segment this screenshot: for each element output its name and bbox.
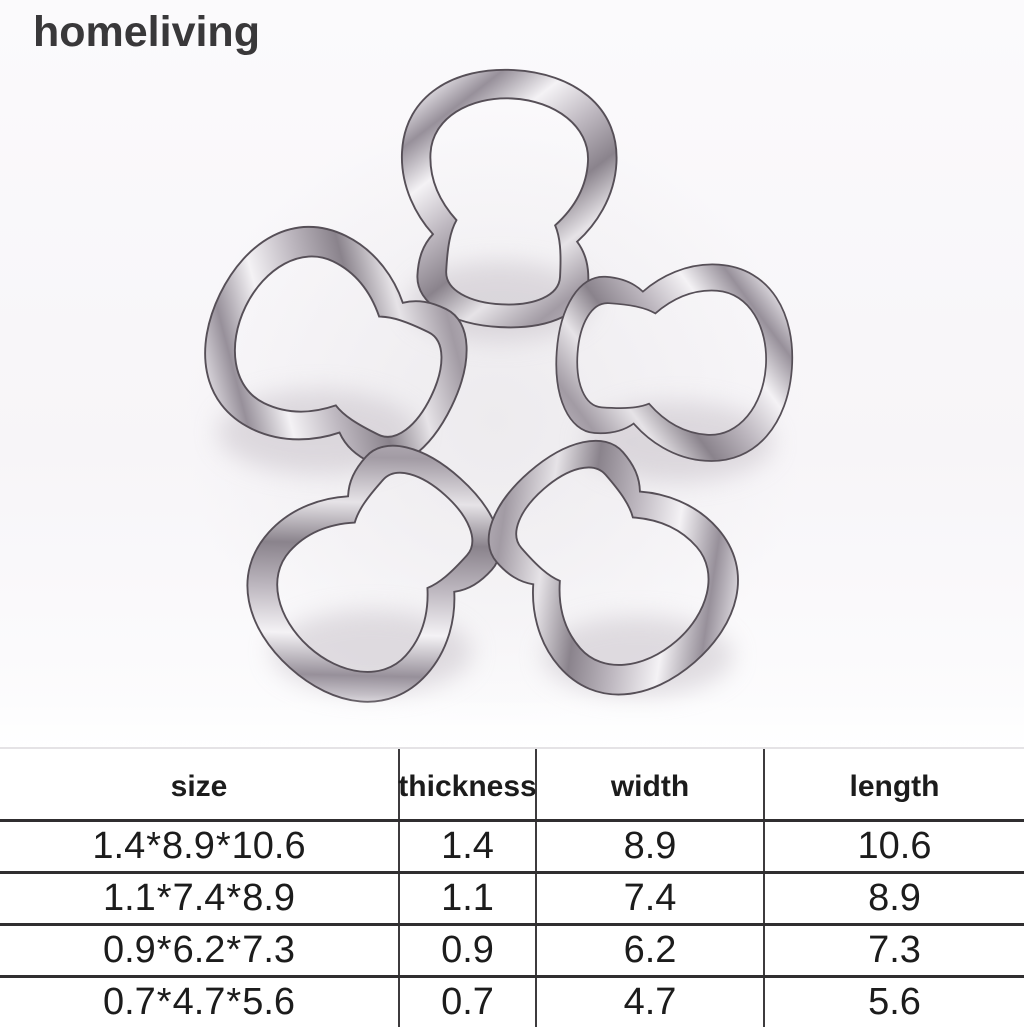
table-row: 1.4 * 8.9 * 10.6 1.4 8.9 10.6 <box>0 819 1024 871</box>
cell-size: 0.7 * 4.7 * 5.6 <box>0 978 400 1027</box>
steel-rings-illustration <box>172 63 800 740</box>
product-photo: homeliving <box>0 0 1024 755</box>
spec-table-header: size thickness width length <box>0 749 1024 819</box>
spec-table-body: 1.4 * 8.9 * 10.6 1.4 8.9 10.6 1.1 * 7.4 * 8.9 1.1 7.4 8… <box>0 819 1024 1027</box>
cell-thickness: 0.7 <box>400 978 537 1027</box>
cell-length: 8.9 <box>868 877 921 919</box>
cell-width: 6.2 <box>537 926 765 975</box>
col-header-thickness: thickness <box>398 749 537 819</box>
table-row: 0.7 * 4.7 * 5.6 0.7 4.7 5.6 <box>0 975 1024 1027</box>
cell-width: 4.7 <box>537 978 765 1027</box>
cell-length: 5.6 <box>868 981 921 1023</box>
brand-watermark: homeliving <box>33 8 260 56</box>
col-header-size: size <box>0 749 400 819</box>
spec-table: size thickness width length 1.4 * 8.9 * 10.6… <box>0 747 1024 1027</box>
cell-thickness: 0.9 <box>400 926 537 975</box>
table-row: 0.9 * 6.2 * 7.3 0.9 6.2 7.3 <box>0 923 1024 975</box>
table-row: 1.1 * 7.4 * 8.9 1.1 7.4 8.9 <box>0 871 1024 923</box>
col-header-width: width <box>537 749 765 819</box>
cell-width: 8.9 <box>537 822 765 871</box>
cell-thickness: 1.4 <box>400 822 537 871</box>
col-header-length: length <box>849 770 940 803</box>
cell-thickness: 1.1 <box>400 874 537 923</box>
cell-size: 1.4 * 8.9 * 10.6 <box>0 822 400 871</box>
cell-size: 0.9 * 6.2 * 7.3 <box>0 926 400 975</box>
cell-length: 10.6 <box>857 825 932 867</box>
cell-length: 7.3 <box>868 929 921 971</box>
cell-size: 1.1 * 7.4 * 8.9 <box>0 874 400 923</box>
cell-width: 7.4 <box>537 874 765 923</box>
